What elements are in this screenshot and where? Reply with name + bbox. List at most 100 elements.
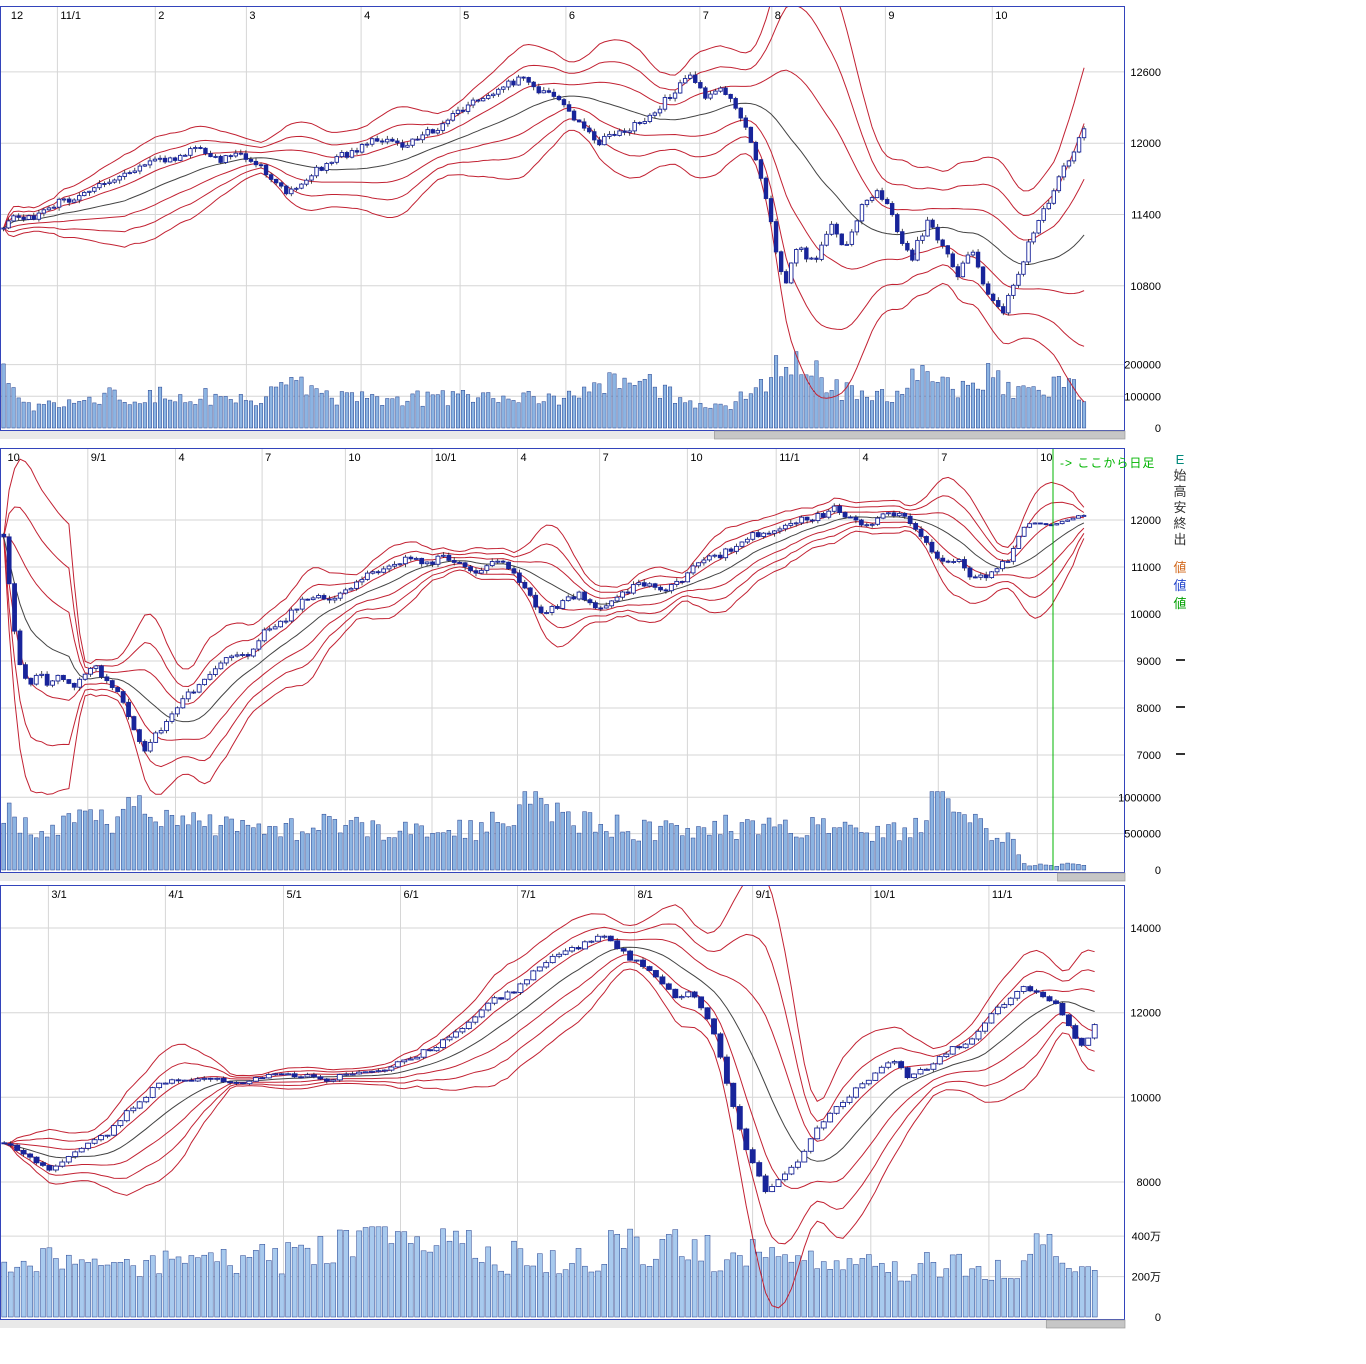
x-tick-label: 9/1 [91,452,106,464]
candle-body [102,183,107,185]
volume-bar [484,831,490,871]
candle-body [326,598,332,601]
band-line [3,521,1085,741]
candle-body [561,99,567,106]
candle-body [1033,990,1040,993]
candle-body [983,574,989,579]
candle-body [511,80,516,86]
side-strip-char: E [1175,452,1185,467]
candle-body [1014,991,1021,999]
volume-bar [102,392,107,429]
volume-bar [370,820,376,871]
h-scrollbar-thumb[interactable] [1045,1319,1126,1329]
h-scrollbar[interactable] [0,430,1126,440]
volume-bar [339,391,344,429]
candle-body [1043,523,1049,526]
candle-body [252,1077,259,1082]
candle-body [920,235,925,241]
volume-bar [285,1242,291,1318]
volume-bar [124,1259,130,1318]
volume-bar [362,1227,369,1318]
candle-body [433,1047,440,1052]
volume-bar [425,391,430,429]
candle-body [374,138,380,142]
x-tick-label: 6/1 [404,889,419,901]
x-tick-label: 10 [995,10,1007,22]
candle-body [1026,241,1031,263]
candle-body [924,536,929,543]
volume-bar [1021,863,1027,871]
candle-body [587,599,593,604]
candle-body [152,158,158,162]
candle-body [233,1081,240,1084]
candle-body [1056,176,1062,192]
volume-bar [766,817,772,871]
candle-body [12,583,17,632]
candle-body [717,554,723,559]
volume-bar [21,401,26,429]
candle-body [556,95,562,101]
volume-bar [951,811,956,871]
volume-bar [334,404,339,429]
candle-body [364,572,370,580]
h-scrollbar[interactable] [0,872,1126,882]
volume-bar [278,1273,285,1318]
volume-bar [267,826,272,871]
candle-body [107,181,112,184]
candle-body [97,183,102,189]
grid-layer [0,6,1125,428]
volume-bar [203,388,208,429]
volume-bar [420,405,425,429]
volume-bar [479,822,484,871]
candle-body [193,147,198,150]
candle-body [229,655,235,659]
volume-bar [262,833,267,871]
volume-bar [1006,381,1011,429]
volume-bar [1066,378,1071,429]
candle-body [526,77,531,83]
volume-bar [245,824,251,871]
candle-body [587,127,592,133]
candle-body [614,940,621,950]
candle-body [472,1016,479,1023]
x-tick-label: 9 [888,10,894,22]
candle-body [536,86,541,94]
volume-bar [775,1256,782,1318]
volume-bar [517,804,522,871]
candle-body [895,214,900,233]
candle-body [576,119,582,123]
band-line [3,69,1085,241]
h-scrollbar-track[interactable] [0,873,1125,881]
h-scrollbar-track[interactable] [0,431,1125,439]
x-tick-label: 7 [265,452,271,464]
candle-body [46,1165,53,1171]
volume-bar [569,1263,575,1318]
h-scrollbar-track[interactable] [0,1320,1125,1328]
h-scrollbar-thumb[interactable] [1057,872,1126,882]
volume-bar [218,825,224,871]
volume-bar [885,1272,891,1318]
volume-bar [577,397,582,429]
candle-body [323,1078,330,1082]
candle-body [711,1018,717,1035]
candle-body [1076,515,1081,519]
volume-bar [91,1258,98,1318]
candle-body [662,97,668,110]
candle-body [848,516,853,519]
h-scrollbar-thumb[interactable] [714,430,1126,440]
candle-body [248,158,254,162]
volume-bar [632,385,637,429]
candle-body [1051,190,1056,204]
volume-bar [633,1236,640,1318]
volume-bar [517,1248,524,1318]
h-scrollbar[interactable] [0,1319,1126,1329]
volume-bar [386,837,392,871]
candle-body [498,997,505,1000]
volume-bar [996,370,1001,429]
volume-bar [468,820,473,871]
candle-body [923,1068,930,1071]
candle-body [701,559,707,564]
x-tick-label: 4 [179,452,185,464]
volume-bar [788,833,793,871]
volume-bar [87,396,92,429]
